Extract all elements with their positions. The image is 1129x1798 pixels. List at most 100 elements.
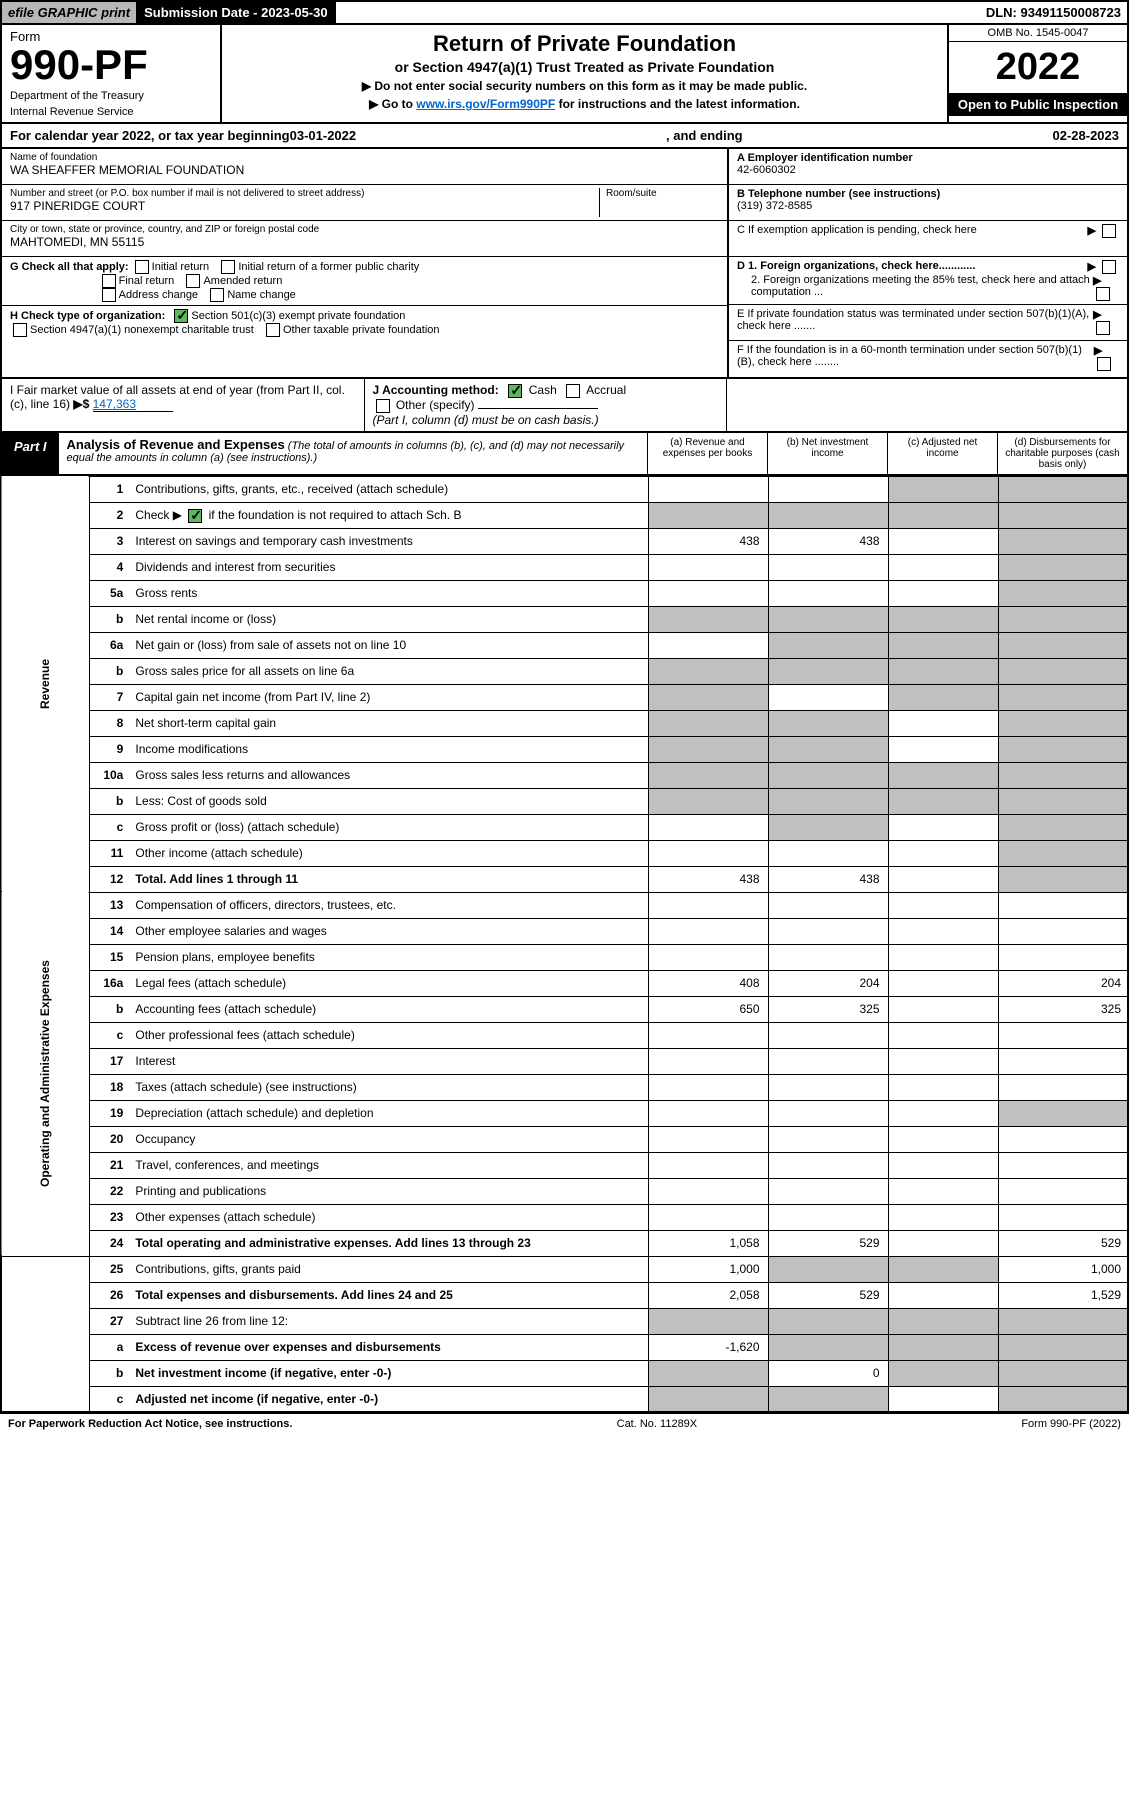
street-address: 917 PINERIDGE COURT [10, 199, 599, 213]
line-26: Total expenses and disbursements. Add li… [129, 1282, 648, 1308]
chk-other-taxable[interactable] [266, 323, 280, 337]
line-24-b: 529 [768, 1230, 888, 1256]
line-10c: Gross profit or (loss) (attach schedule) [129, 814, 648, 840]
fmv-value[interactable]: 147,363 [93, 397, 173, 412]
line-10a: Gross sales less returns and allowances [129, 762, 648, 788]
line-3-b: 438 [768, 528, 888, 554]
chk-cash[interactable] [508, 384, 522, 398]
line-25-a: 1,000 [648, 1256, 768, 1282]
section-h: H Check type of organization: Section 50… [2, 306, 727, 342]
part1-label: Part I [2, 433, 59, 474]
city-state-zip: MAHTOMEDI, MN 55115 [10, 235, 719, 249]
col-c-header: (c) Adjusted net income [887, 433, 997, 474]
i-label: I Fair market value of all assets at end… [10, 383, 345, 411]
foundation-name: WA SHEAFFER MEMORIAL FOUNDATION [10, 163, 719, 177]
form-ref: Form 990-PF (2022) [1021, 1418, 1121, 1430]
chk-amended[interactable] [186, 274, 200, 288]
dln: DLN: 93491150008723 [980, 2, 1127, 23]
ij-row: I Fair market value of all assets at end… [0, 379, 1129, 433]
irs-link[interactable]: www.irs.gov/Form990PF [416, 97, 555, 111]
chk-f[interactable] [1097, 357, 1111, 371]
line-1: Contributions, gifts, grants, etc., rece… [129, 476, 648, 502]
chk-initial-former[interactable] [221, 260, 235, 274]
form-number: 990-PF [10, 44, 212, 86]
line-16b: Accounting fees (attach schedule) [129, 996, 648, 1022]
line-26-d: 1,529 [998, 1282, 1128, 1308]
year-end: 02-28-2023 [1053, 128, 1120, 143]
line-12-a: 438 [648, 866, 768, 892]
chk-other-method[interactable] [376, 399, 390, 413]
ssn-note: ▶ Do not enter social security numbers o… [228, 79, 941, 93]
chk-final-return[interactable] [102, 274, 116, 288]
chk-d1[interactable] [1102, 260, 1116, 274]
open-public: Open to Public Inspection [949, 93, 1127, 116]
revenue-section: Revenue [1, 476, 89, 892]
chk-schb[interactable] [188, 509, 202, 523]
room-label: Room/suite [606, 188, 719, 199]
form-header: Form 990-PF Department of the Treasury I… [0, 25, 1129, 124]
chk-c[interactable] [1102, 224, 1116, 238]
form-subtitle: or Section 4947(a)(1) Trust Treated as P… [228, 59, 941, 75]
line-26-b: 529 [768, 1282, 888, 1308]
line-24-d: 529 [998, 1230, 1128, 1256]
line-5a: Gross rents [129, 580, 648, 606]
submission-date: Submission Date - 2023-05-30 [138, 2, 336, 23]
line-18: Taxes (attach schedule) (see instruction… [129, 1074, 648, 1100]
irs-label: Internal Revenue Service [10, 106, 212, 118]
part1-table: Revenue 1Contributions, gifts, grants, e… [0, 476, 1129, 1414]
line-5b: Net rental income or (loss) [129, 606, 648, 632]
form-title: Return of Private Foundation [228, 31, 941, 57]
line-27c: Adjusted net income (if negative, enter … [129, 1386, 648, 1412]
line-27a-a: -1,620 [648, 1334, 768, 1360]
chk-name-change[interactable] [210, 288, 224, 302]
line-8: Net short-term capital gain [129, 710, 648, 736]
line-26-a: 2,058 [648, 1282, 768, 1308]
chk-accrual[interactable] [566, 384, 580, 398]
line-3-a: 438 [648, 528, 768, 554]
line-19: Depreciation (attach schedule) and deple… [129, 1100, 648, 1126]
paperwork-notice: For Paperwork Reduction Act Notice, see … [8, 1418, 292, 1430]
cat-no: Cat. No. 11289X [617, 1418, 698, 1430]
d1-label: D 1. Foreign organizations, check here..… [737, 260, 975, 274]
line-2: Check ▶ if the foundation is not require… [129, 502, 648, 528]
entity-info: Name of foundation WA SHEAFFER MEMORIAL … [0, 149, 1129, 379]
page-footer: For Paperwork Reduction Act Notice, see … [0, 1413, 1129, 1434]
line-15: Pension plans, employee benefits [129, 944, 648, 970]
line-12: Total. Add lines 1 through 11 [129, 866, 648, 892]
line-6a: Net gain or (loss) from sale of assets n… [129, 632, 648, 658]
c-label: C If exemption application is pending, c… [737, 224, 977, 236]
name-label: Name of foundation [10, 152, 719, 163]
col-a-header: (a) Revenue and expenses per books [647, 433, 767, 474]
phone-value: (319) 372-8585 [737, 200, 1119, 212]
line-17: Interest [129, 1048, 648, 1074]
efile-print-button[interactable]: efile GRAPHIC print [2, 2, 138, 23]
ein-label: A Employer identification number [737, 152, 1119, 164]
goto-note: ▶ Go to www.irs.gov/Form990PF for instru… [228, 97, 941, 111]
line-16a-b: 204 [768, 970, 888, 996]
line-16a: Legal fees (attach schedule) [129, 970, 648, 996]
tax-year: 2022 [949, 42, 1127, 93]
omb-number: OMB No. 1545-0047 [949, 25, 1127, 42]
line-23: Other expenses (attach schedule) [129, 1204, 648, 1230]
chk-initial-return[interactable] [135, 260, 149, 274]
line-16b-a: 650 [648, 996, 768, 1022]
line-9: Income modifications [129, 736, 648, 762]
phone-label: B Telephone number (see instructions) [737, 188, 1119, 200]
chk-e[interactable] [1096, 321, 1110, 335]
line-11: Other income (attach schedule) [129, 840, 648, 866]
expenses-section: Operating and Administrative Expenses [1, 892, 89, 1256]
line-4: Dividends and interest from securities [129, 554, 648, 580]
chk-501c3[interactable] [174, 309, 188, 323]
line-16b-d: 325 [998, 996, 1128, 1022]
line-25-d: 1,000 [998, 1256, 1128, 1282]
chk-address-change[interactable] [102, 288, 116, 302]
chk-d2[interactable] [1096, 287, 1110, 301]
top-bar: efile GRAPHIC print Submission Date - 20… [0, 0, 1129, 25]
city-label: City or town, state or province, country… [10, 224, 719, 235]
calendar-year-row: For calendar year 2022, or tax year begi… [0, 124, 1129, 149]
chk-4947[interactable] [13, 323, 27, 337]
line-16a-d: 204 [998, 970, 1128, 996]
line-24: Total operating and administrative expen… [129, 1230, 648, 1256]
line-22: Printing and publications [129, 1178, 648, 1204]
line-16b-b: 325 [768, 996, 888, 1022]
